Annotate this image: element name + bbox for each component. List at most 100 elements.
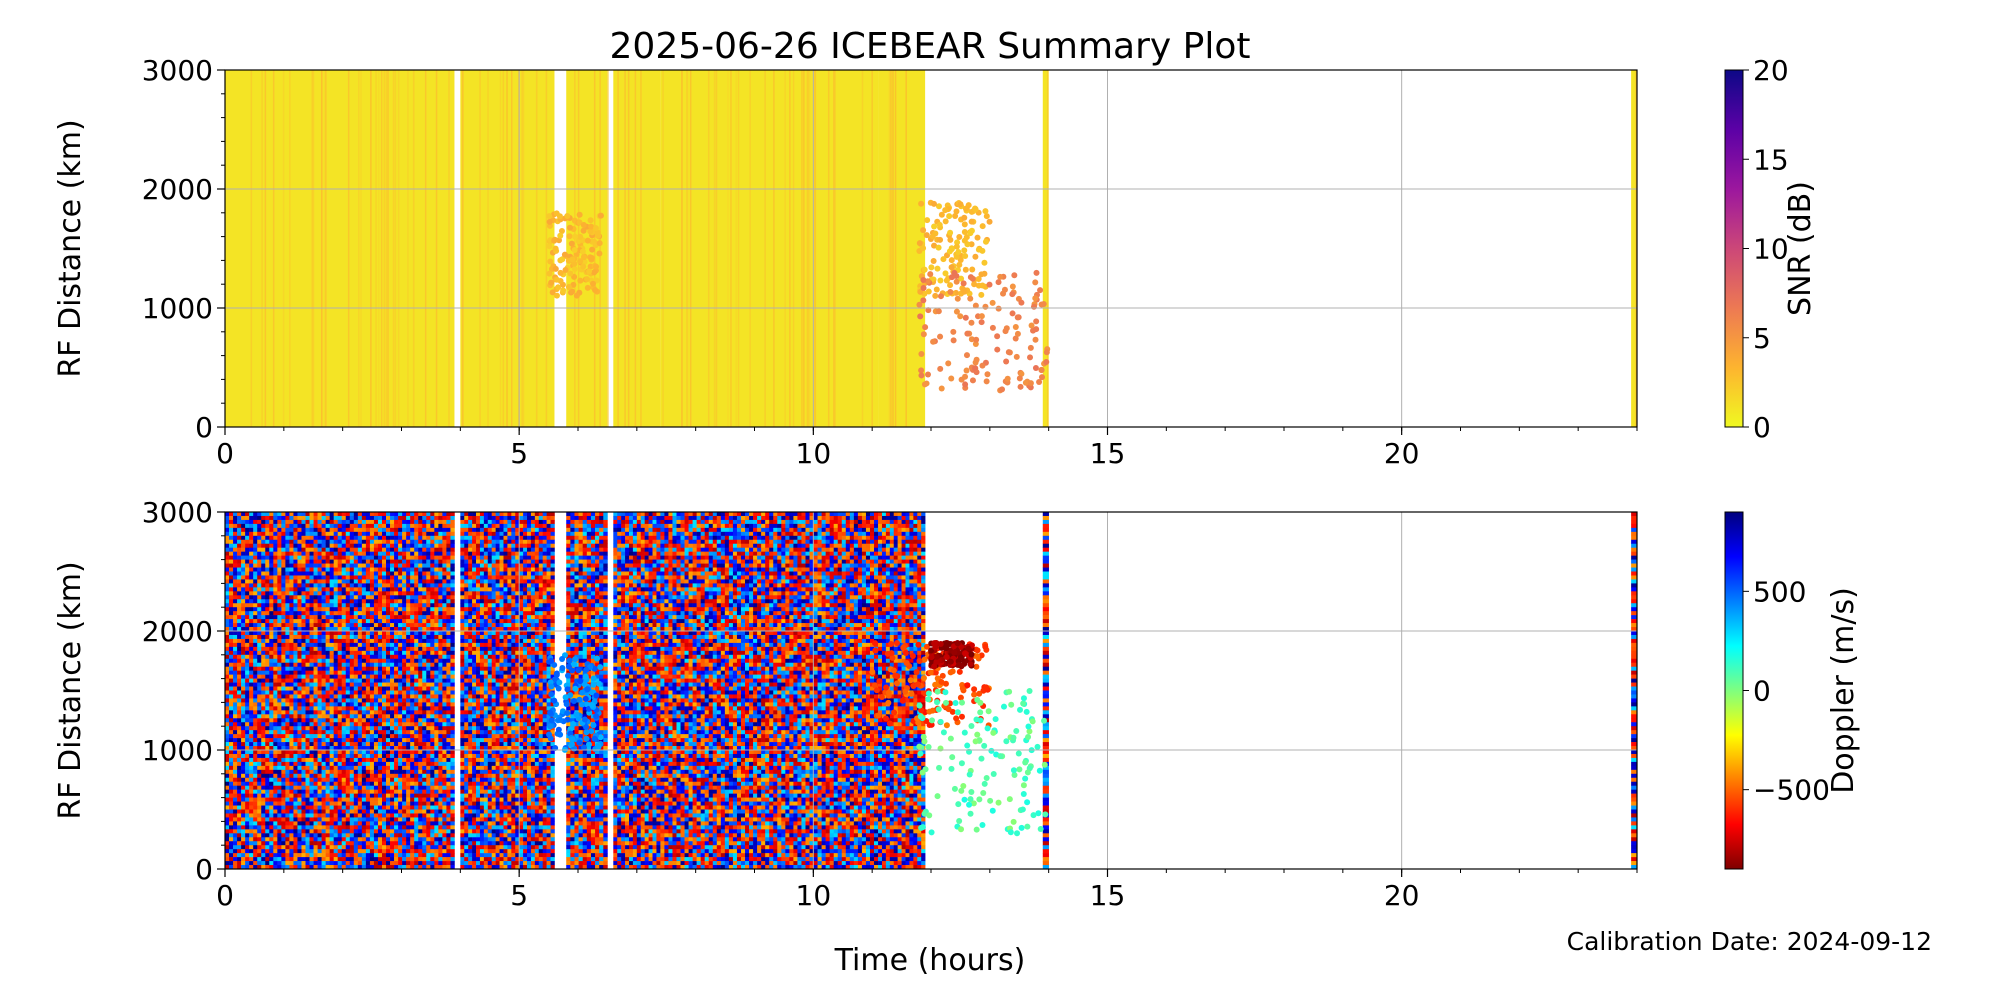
doppler-cell [418, 627, 423, 632]
doppler-cell [365, 638, 371, 644]
doppler-cell [257, 523, 262, 529]
doppler-cell [414, 650, 419, 656]
doppler-cell [233, 853, 238, 858]
doppler-cell [369, 603, 375, 608]
doppler-cell [353, 746, 359, 751]
doppler-cell [337, 634, 343, 640]
doppler-cell [313, 742, 318, 747]
doppler-cell [293, 591, 298, 596]
doppler-cell [386, 753, 391, 759]
doppler-cell [301, 591, 306, 596]
doppler-cell [337, 718, 343, 723]
doppler-cell [305, 781, 310, 786]
doppler-cell [369, 797, 375, 802]
doppler-cell [381, 789, 387, 794]
doppler-cell [225, 861, 230, 866]
data-point [587, 228, 594, 235]
doppler-cell [289, 646, 294, 652]
doppler-cell [305, 666, 310, 671]
doppler-cell [245, 773, 250, 779]
doppler-cell [257, 591, 262, 596]
doppler-cell [329, 750, 334, 755]
data-point [546, 243, 553, 250]
doppler-cell [261, 654, 266, 660]
doppler-cell [297, 563, 302, 568]
doppler-cell [414, 627, 419, 632]
doppler-cell [402, 742, 407, 747]
doppler-cell [381, 857, 387, 862]
doppler-cell [414, 563, 419, 568]
doppler-cell [317, 694, 322, 699]
doppler-cell [297, 579, 302, 584]
doppler-cell [414, 781, 419, 786]
doppler-cell [386, 750, 391, 755]
doppler-cell [293, 611, 298, 616]
snr-data-stripe [891, 70, 894, 427]
doppler-cell [237, 690, 242, 695]
doppler-cell [269, 579, 274, 584]
doppler-cell [305, 738, 310, 743]
doppler-cell [257, 829, 262, 834]
doppler-cell [394, 579, 399, 584]
doppler-cell [265, 845, 270, 850]
doppler-cell [341, 849, 347, 854]
doppler-cell [253, 515, 258, 521]
doppler-cell [386, 666, 391, 671]
doppler-cell [353, 769, 359, 775]
doppler-cell [305, 746, 310, 751]
doppler-cell [241, 547, 246, 552]
doppler-cell [265, 821, 270, 826]
doppler-cell [406, 785, 411, 790]
doppler-cell [418, 634, 423, 640]
doppler-cell [321, 682, 326, 687]
doppler-cell [321, 825, 326, 830]
doppler-cell [281, 821, 286, 826]
doppler-cell [386, 674, 391, 679]
doppler-cell [265, 634, 270, 640]
doppler-cell [293, 753, 298, 759]
doppler-cell [333, 738, 339, 743]
doppler-cell [241, 809, 246, 814]
doppler-cell [414, 801, 419, 806]
doppler-cell [398, 781, 403, 786]
doppler-cell [277, 535, 282, 541]
doppler-cell [353, 821, 359, 826]
doppler-cell [277, 587, 282, 592]
doppler-cell [390, 781, 395, 786]
doppler-cell [257, 805, 262, 810]
doppler-cell [261, 702, 266, 707]
doppler-cell [406, 662, 411, 667]
data-point [571, 246, 578, 253]
doppler-cell [317, 777, 322, 783]
doppler-cell [241, 853, 246, 858]
doppler-cell [241, 761, 246, 767]
doppler-cell [365, 535, 371, 541]
doppler-cell [398, 559, 403, 564]
doppler-cell [261, 595, 266, 600]
doppler-cell [269, 761, 274, 767]
doppler-cell [273, 650, 278, 656]
doppler-cell [386, 567, 391, 572]
data-point [559, 256, 566, 263]
doppler-cell [402, 535, 407, 541]
doppler-cell [249, 833, 254, 838]
doppler-cell [369, 833, 375, 838]
doppler-cell [321, 531, 326, 537]
doppler-cell [261, 579, 266, 584]
doppler-cell [233, 698, 238, 703]
doppler-cell [261, 631, 266, 636]
doppler-cell [373, 706, 379, 711]
doppler-cell [297, 813, 302, 818]
doppler-cell [233, 809, 238, 814]
data-point [961, 221, 968, 228]
doppler-cell [390, 746, 395, 751]
data-point [593, 225, 600, 232]
doppler-cell [305, 690, 310, 695]
doppler-cell [249, 734, 254, 739]
doppler-cell [386, 738, 391, 743]
doppler-cell [386, 611, 391, 616]
doppler-cell [402, 599, 407, 604]
doppler-cell [345, 615, 351, 620]
doppler-cell [317, 785, 322, 790]
doppler-cell [386, 765, 391, 771]
